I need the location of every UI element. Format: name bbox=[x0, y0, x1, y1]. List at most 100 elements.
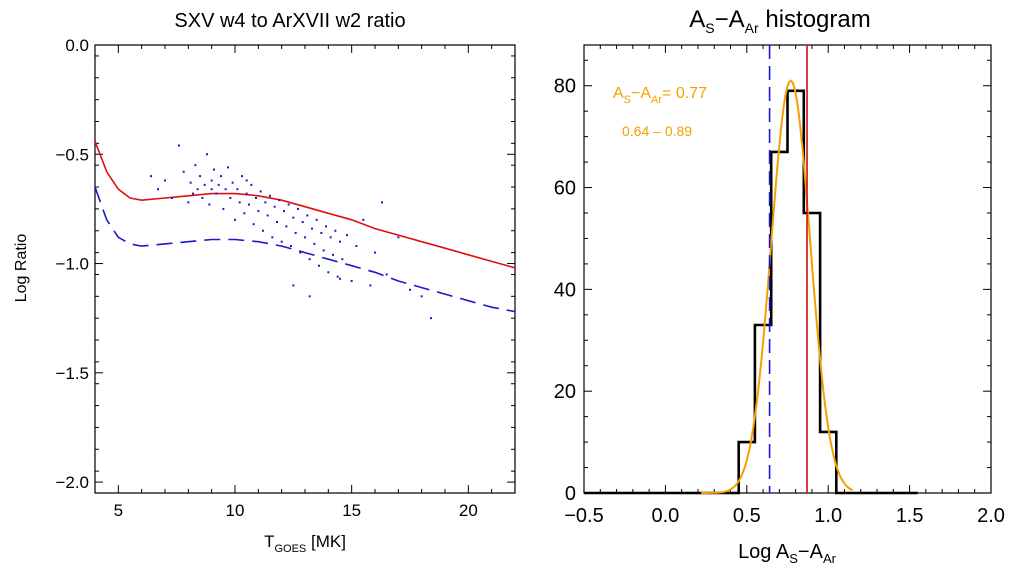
scatter-point bbox=[420, 295, 423, 298]
scatter-point bbox=[213, 168, 215, 171]
scatter-point bbox=[252, 223, 255, 226]
scatter-point bbox=[346, 234, 348, 237]
left-chart-title: SXV w4 to ArXVII w2 ratio bbox=[174, 10, 405, 32]
scatter-point bbox=[250, 183, 253, 186]
left-x-tick-label: 20 bbox=[459, 501, 478, 520]
left-y-tick-label: −0.5 bbox=[55, 145, 89, 164]
right-x-tick-label: 1.0 bbox=[814, 505, 842, 527]
left-x-ticks: 5 10 15 20 bbox=[94, 45, 516, 520]
right-x-tick-label: 1.5 bbox=[896, 505, 924, 527]
right-chart-title: AS−AAr histogram bbox=[689, 6, 870, 36]
scatter-point bbox=[157, 188, 159, 191]
scatter-point bbox=[234, 218, 236, 221]
scatter-point bbox=[374, 251, 376, 254]
scatter-point bbox=[262, 229, 264, 232]
scatter-point bbox=[236, 188, 239, 191]
right-vertical-lines bbox=[768, 45, 808, 493]
scatter-point bbox=[430, 317, 432, 320]
scatter-point bbox=[280, 240, 283, 243]
scatter-point bbox=[339, 277, 341, 280]
scatter-point bbox=[336, 275, 339, 278]
scatter-point bbox=[283, 210, 285, 213]
scatter-point bbox=[231, 181, 234, 184]
scatter-point bbox=[210, 179, 213, 182]
left-x-tick-label: 15 bbox=[342, 501, 361, 520]
right-y-tick-label: 40 bbox=[554, 279, 576, 301]
scatter-point bbox=[220, 175, 222, 178]
scatter-point bbox=[199, 175, 201, 178]
scatter-point bbox=[362, 218, 365, 221]
left-x-axis-label: TGOES [MK] bbox=[264, 532, 346, 555]
scatter-point bbox=[339, 240, 341, 243]
scatter-point bbox=[259, 190, 262, 193]
scatter-point bbox=[201, 196, 204, 199]
scatter-point bbox=[210, 188, 213, 191]
scatter-point bbox=[206, 153, 208, 156]
scatter-point bbox=[189, 181, 192, 184]
histogram-step-line bbox=[584, 89, 918, 495]
scatter-point bbox=[294, 231, 297, 234]
scatter-point bbox=[369, 284, 372, 287]
right-y-tick-label: 80 bbox=[554, 76, 576, 98]
left-y-tick-label: −1.0 bbox=[55, 255, 89, 274]
right-x-ticks: −0.5 0.0 0.5 1.0 1.5 2.0 bbox=[564, 45, 1005, 527]
left-y-tick-label: 0.0 bbox=[65, 36, 89, 55]
scatter-point bbox=[297, 207, 299, 210]
scatter-point bbox=[308, 295, 311, 298]
scatter-point bbox=[222, 207, 225, 210]
scatter-point bbox=[285, 225, 288, 228]
scatter-point bbox=[341, 258, 344, 261]
scatter-point bbox=[329, 236, 332, 239]
scatter-point bbox=[257, 210, 260, 213]
scatter-point bbox=[266, 214, 269, 217]
left-y-ticks: 0.0 −0.5 −1.0 −1.5 −2.0 bbox=[55, 36, 515, 494]
scatter-point bbox=[150, 175, 152, 178]
scatter-point bbox=[248, 203, 250, 206]
right-panel: AS−AAr histogram 0 20 40 60 80 −0.5 0.0 0.5 1.0… bbox=[554, 6, 1005, 566]
scatter-point bbox=[203, 183, 206, 186]
scatter-point bbox=[187, 201, 190, 204]
scatter-point bbox=[325, 225, 327, 228]
right-y-ticks: 0 20 40 60 80 bbox=[554, 59, 991, 505]
scatter-point bbox=[276, 221, 278, 224]
dashed-model-curve bbox=[94, 186, 516, 313]
right-x-tick-label: 0.0 bbox=[651, 505, 679, 527]
right-x-tick-label: 2.0 bbox=[977, 505, 1005, 527]
scatter-point bbox=[299, 251, 302, 254]
right-gaussian-fit bbox=[701, 79, 854, 494]
left-panel: SXV w4 to ArXVII w2 ratio 0.0 −0.5 −1.0 −1.… bbox=[13, 10, 516, 555]
right-x-tick-label: 0.5 bbox=[733, 505, 761, 527]
scatter-point bbox=[322, 249, 325, 252]
left-plot-frame bbox=[94, 44, 516, 494]
scatter-point bbox=[313, 242, 316, 245]
scatter-point bbox=[290, 245, 292, 248]
right-y-tick-label: 0 bbox=[565, 483, 576, 505]
scatter-point bbox=[292, 216, 295, 219]
right-y-tick-label: 20 bbox=[554, 381, 576, 403]
scatter-point bbox=[355, 245, 358, 248]
scatter-point bbox=[385, 273, 388, 276]
left-y-tick-label: −1.5 bbox=[55, 364, 89, 383]
scatter-point bbox=[194, 164, 197, 167]
scatter-point bbox=[301, 221, 304, 224]
scatter-point bbox=[215, 192, 218, 195]
right-plot-frame bbox=[583, 44, 992, 494]
left-y-axis-label: Log Ratio bbox=[13, 234, 30, 303]
right-x-axis-label: Log AS−AAr bbox=[738, 541, 837, 566]
right-annotation-range: 0.64 – 0.89 bbox=[622, 123, 692, 139]
scatter-point bbox=[264, 201, 267, 204]
gaussian-fit-curve bbox=[701, 79, 854, 494]
scatter-point bbox=[278, 199, 281, 202]
scatter-point bbox=[304, 236, 306, 239]
left-scatter-points bbox=[150, 144, 432, 320]
scatter-point bbox=[178, 144, 180, 147]
scatter-point bbox=[182, 170, 185, 173]
scatter-point bbox=[308, 258, 311, 261]
left-model-curves bbox=[94, 140, 516, 313]
left-x-tick-label: 5 bbox=[114, 501, 123, 520]
scatter-point bbox=[271, 236, 274, 239]
right-annotation-value: AS−AAr= 0.77 bbox=[613, 85, 707, 106]
scatter-point bbox=[287, 203, 290, 206]
scatter-point bbox=[397, 236, 400, 239]
